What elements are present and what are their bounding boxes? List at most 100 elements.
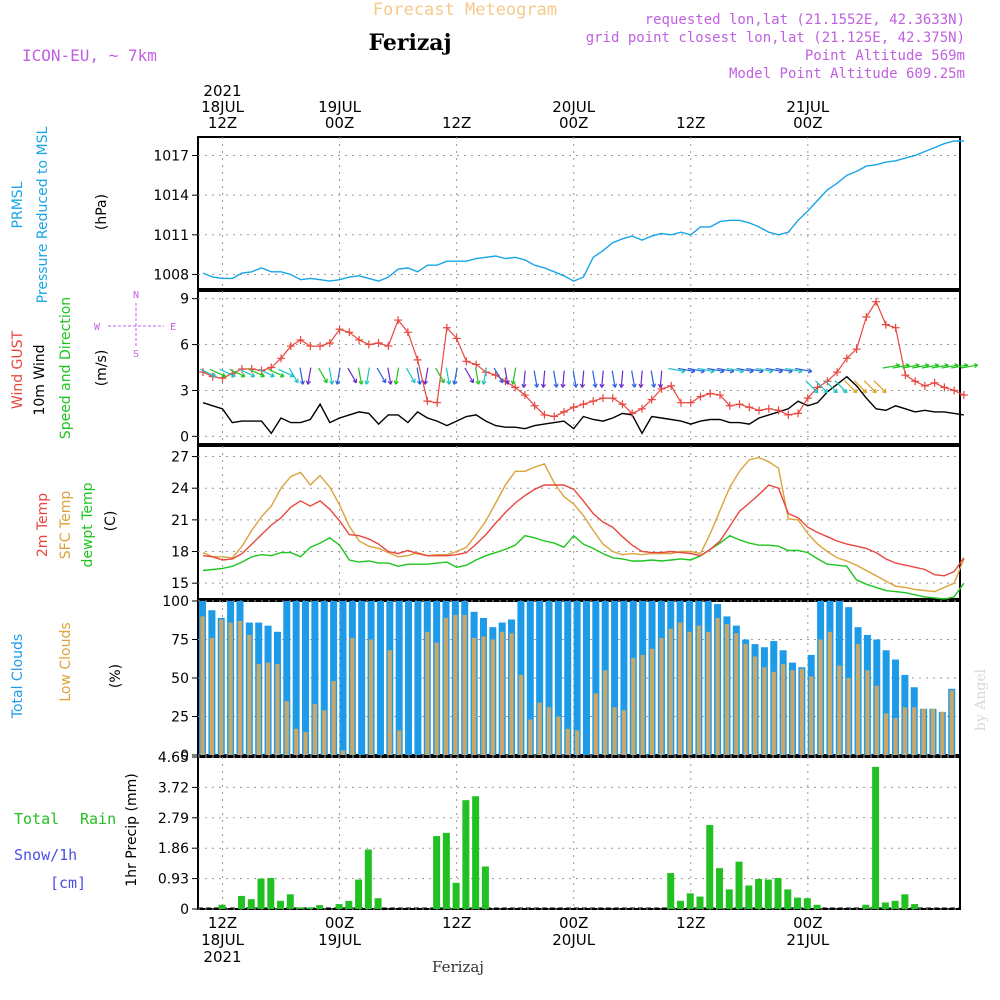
temp-ytick-label: 21 bbox=[171, 513, 189, 529]
gust-marker bbox=[374, 339, 383, 348]
low-clouds-label: Low Clouds bbox=[58, 622, 74, 701]
low-cloud-bar bbox=[612, 707, 617, 755]
low-cloud-bar bbox=[818, 639, 823, 755]
wind-direction-arrow bbox=[219, 368, 236, 378]
gust-marker bbox=[316, 342, 325, 351]
gust-marker bbox=[618, 400, 627, 409]
compass-rose: N W E S bbox=[94, 290, 176, 360]
precip-bar bbox=[881, 902, 889, 909]
wind-direction-arrow bbox=[912, 364, 930, 369]
wind-direction-arrow bbox=[736, 367, 754, 373]
wind-unit: (m/s) bbox=[94, 350, 110, 387]
precip-ytick-label: 2.79 bbox=[158, 811, 189, 827]
wind-direction-arrow bbox=[512, 367, 517, 385]
pressure-line bbox=[202, 140, 964, 282]
pressure-unit: (hPa) bbox=[94, 194, 110, 230]
wind-direction-arrowhead bbox=[833, 388, 838, 394]
wind-direction-arrow bbox=[209, 368, 226, 378]
wind-panel: 0 3 6 9 bbox=[180, 290, 979, 445]
pressure-ytick-label: 1017 bbox=[153, 149, 189, 165]
precip-bar bbox=[755, 878, 763, 909]
low-cloud-bar bbox=[481, 636, 486, 755]
gust-marker bbox=[920, 381, 929, 390]
pressure-label-prmsl: PRMSL bbox=[10, 181, 26, 228]
sfc-temp-line bbox=[202, 456, 965, 593]
gust-marker bbox=[384, 342, 393, 351]
precip-bar bbox=[345, 900, 353, 909]
precip-bar bbox=[355, 879, 363, 909]
low-cloud-bar bbox=[846, 678, 851, 755]
wind-direction-arrow bbox=[687, 367, 705, 373]
wind-10m-label: 10m Wind bbox=[32, 344, 48, 415]
low-cloud-bar bbox=[762, 667, 767, 755]
wind-direction-arrowhead bbox=[387, 380, 393, 385]
wind-direction-arrowhead bbox=[510, 380, 516, 385]
wind-direction-arrow bbox=[746, 367, 764, 373]
low-cloud-bar bbox=[715, 617, 720, 755]
time-label-bottom: 12Z bbox=[676, 914, 705, 932]
wind-direction-arrow bbox=[453, 367, 458, 385]
wind-direction-arrow bbox=[357, 367, 363, 385]
precip-bar bbox=[433, 836, 441, 909]
wind-direction-arrow bbox=[318, 367, 328, 383]
total-cloud-bar bbox=[582, 601, 590, 755]
wind-direction-arrow bbox=[716, 367, 734, 373]
total-clouds-label: Total Clouds bbox=[10, 634, 26, 719]
wind-direction-arrow bbox=[268, 368, 285, 378]
wind-direction-arrowhead bbox=[553, 383, 559, 388]
precip-bar bbox=[364, 849, 372, 909]
precip-cm-label: [cm] bbox=[50, 874, 86, 892]
wind-direction-arrow bbox=[726, 367, 744, 373]
gust-marker bbox=[696, 392, 705, 401]
total-cloud-bar bbox=[339, 601, 347, 755]
wind-direction-arrow bbox=[376, 367, 387, 383]
precip-rain-label: Rain bbox=[80, 810, 116, 828]
precip-bar bbox=[238, 895, 246, 909]
wind-direction-arrow bbox=[347, 367, 357, 383]
precip-bar bbox=[764, 879, 772, 909]
precip-bar bbox=[296, 907, 304, 909]
gust-marker bbox=[940, 383, 949, 392]
wind-direction-arrow bbox=[765, 367, 783, 373]
wind-direction-arrow bbox=[707, 367, 725, 373]
time-label-top: 00Z bbox=[325, 114, 354, 132]
gust-marker bbox=[472, 360, 481, 369]
wind-direction-arrowhead bbox=[358, 380, 364, 385]
wind-direction-arrow bbox=[395, 367, 400, 385]
gust-marker bbox=[881, 320, 890, 329]
low-cloud-bar bbox=[368, 639, 374, 755]
low-cloud-bar bbox=[340, 750, 346, 755]
wind-direction-arrow bbox=[523, 370, 526, 388]
gust-marker bbox=[706, 389, 715, 398]
clouds-ytick-label: 75 bbox=[171, 633, 189, 649]
precip-bar bbox=[247, 899, 255, 909]
low-cloud-bar bbox=[387, 650, 392, 755]
wind-direction-arrow bbox=[785, 367, 803, 373]
low-cloud-bar bbox=[537, 702, 542, 755]
low-cloud-bar bbox=[275, 664, 280, 755]
gust-marker bbox=[442, 323, 451, 332]
low-cloud-bar bbox=[724, 624, 730, 755]
wind-direction-arrow bbox=[328, 367, 333, 385]
pressure-ytick-label: 1014 bbox=[153, 188, 189, 204]
precip-bar bbox=[218, 904, 226, 909]
wind-direction-arrowhead bbox=[440, 378, 445, 384]
precip-bar bbox=[667, 873, 675, 909]
total-cloud-bar bbox=[311, 601, 319, 755]
wind-direction-arrow bbox=[650, 370, 655, 388]
wind-direction-arrow bbox=[931, 364, 949, 369]
wind-direction-arrow bbox=[902, 364, 920, 369]
time-label-top: 12Z bbox=[442, 114, 471, 132]
precip-bar bbox=[872, 766, 880, 909]
precip-bar bbox=[676, 900, 684, 909]
wind-direction-arrow bbox=[278, 368, 294, 378]
clouds-ytick-label: 50 bbox=[171, 671, 189, 687]
compass-south: S bbox=[133, 349, 139, 360]
model-altitude: Model Point Altitude 609.25m bbox=[729, 66, 965, 82]
precip-bar bbox=[686, 893, 694, 909]
wind-direction-arrowhead bbox=[240, 372, 246, 378]
low-cloud-bar bbox=[500, 631, 505, 755]
temp-unit: (C) bbox=[103, 511, 119, 532]
precip-bar bbox=[911, 904, 919, 909]
wind-direction-arrowhead bbox=[231, 372, 236, 378]
